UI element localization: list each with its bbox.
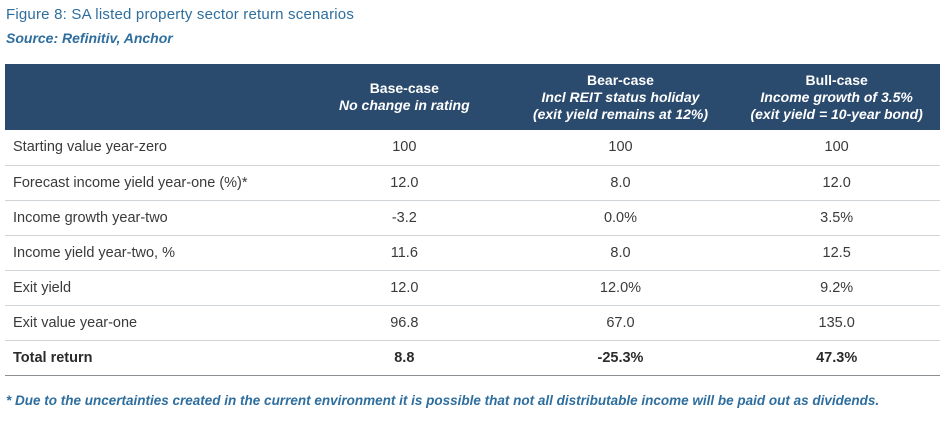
base-case-value: 96.8 — [390, 314, 419, 331]
header-bear-subtitle-1: Incl REIT status holiday — [541, 88, 700, 105]
bear-case-value: 100 — [608, 139, 633, 156]
row-label: Income yield year-two, % — [13, 244, 175, 261]
header-bear-title: Bear-case — [587, 71, 654, 88]
header-base-case: Base-case No change in rating — [301, 64, 508, 130]
bull-case-value: 100 — [824, 139, 849, 156]
header-bear-subtitle-2: (exit yield remains at 12%) — [532, 105, 709, 122]
total-bull-value: 47.3% — [816, 349, 858, 366]
row-label: Income growth year-two — [13, 209, 168, 226]
table-row: Exit yield 12.0 12.0% 9.2% — [5, 270, 940, 305]
table-body: Starting value year-zero 100 100 100 For… — [5, 130, 940, 375]
figure-source: Source: Refinitiv, Anchor — [6, 30, 173, 46]
bull-case-value: 3.5% — [820, 209, 854, 226]
row-label: Starting value year-zero — [13, 139, 167, 156]
bear-case-value: 8.0 — [610, 244, 631, 261]
total-bear-value: -25.3% — [597, 349, 644, 366]
bull-case-value: 9.2% — [820, 279, 854, 296]
bear-case-value: 8.0 — [610, 174, 631, 191]
base-case-value: 100 — [392, 139, 417, 156]
table-row: Exit value year-one 96.8 67.0 135.0 — [5, 305, 940, 340]
header-bull-subtitle-2: (exit yield = 10-year bond) — [750, 105, 923, 122]
bear-case-value: 67.0 — [606, 314, 635, 331]
total-base-value: 8.8 — [394, 349, 415, 366]
total-row: Total return 8.8 -25.3% 47.3% — [5, 340, 940, 375]
base-case-value: 12.0 — [390, 279, 419, 296]
table-row: Forecast income yield year-one (%)* 12.0… — [5, 165, 940, 200]
header-bear-case: Bear-case Incl REIT status holiday (exit… — [508, 64, 734, 130]
base-case-value: 11.6 — [390, 244, 418, 261]
header-base-title: Base-case — [369, 80, 439, 96]
row-label: Forecast income yield year-one (%)* — [13, 174, 248, 191]
total-label: Total return — [13, 349, 93, 366]
bear-case-value: 0.0% — [603, 209, 638, 226]
bear-case-value: 12.0% — [599, 279, 642, 296]
bull-case-value: 135.0 — [818, 314, 855, 331]
header-label-column — [5, 64, 301, 130]
table-row: Starting value year-zero 100 100 100 — [5, 130, 940, 165]
bull-case-value: 12.5 — [822, 244, 851, 261]
figure-title: Figure 8: SA listed property sector retu… — [6, 6, 355, 23]
header-bull-title: Bull-case — [805, 71, 868, 88]
table-header: Base-case No change in rating Bear-case … — [5, 64, 940, 130]
table-row: Income yield year-two, % 11.6 8.0 12.5 — [5, 235, 940, 270]
header-bull-case: Bull-case Income growth of 3.5% (exit yi… — [733, 64, 940, 130]
footnote: * Due to the uncertainties created in th… — [6, 393, 880, 408]
header-row: Base-case No change in rating Bear-case … — [5, 64, 940, 130]
base-case-value: -3.2 — [391, 209, 417, 226]
row-label: Exit yield — [13, 279, 72, 296]
bull-case-value: 12.0 — [822, 174, 851, 191]
table-row: Income growth year-two -3.2 0.0% 3.5% — [5, 200, 940, 235]
row-label: Exit value year-one — [13, 314, 138, 331]
header-bull-subtitle-1: Income growth of 3.5% — [760, 88, 913, 105]
scenario-table: Base-case No change in rating Bear-case … — [5, 64, 940, 376]
base-case-value: 12.0 — [390, 174, 419, 191]
header-base-subtitle-1: No change in rating — [338, 97, 470, 113]
